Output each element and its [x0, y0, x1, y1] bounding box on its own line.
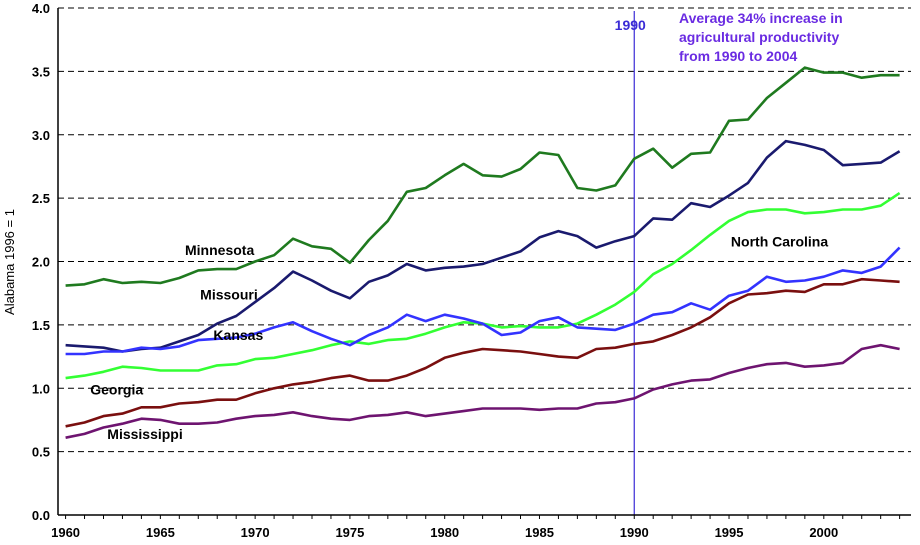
series-line-missouri — [65, 139, 901, 353]
y-tick-label: 1.0 — [32, 381, 50, 396]
y-tick-label: 0.5 — [32, 445, 50, 460]
series-label-minnesota: Minnesota — [185, 242, 254, 258]
y-tick-label: 4.0 — [32, 1, 50, 16]
x-tick-label: 2000 — [809, 525, 838, 540]
series-lines — [65, 66, 901, 439]
y-tick-label: 2.0 — [32, 255, 50, 270]
series-label-mississippi: Mississippi — [107, 426, 182, 442]
x-tick-label: 1980 — [430, 525, 459, 540]
series-line-georgia — [65, 277, 900, 428]
gridlines — [58, 7, 911, 453]
annotation-note-line: Average 34% increase in — [679, 10, 843, 26]
x-tick-label: 1975 — [335, 525, 364, 540]
y-tick-label: 0.0 — [32, 508, 50, 523]
x-tick-label: 1970 — [241, 525, 270, 540]
y-tick-label: 1.5 — [32, 318, 50, 333]
y-tick-labels: 0.0 0.5 1.0 1.5 2.0 2.5 3.0 3.5 4.0 — [32, 1, 50, 523]
annotation-note-line: agricultural productivity — [679, 29, 839, 45]
x-tick-label: 1985 — [525, 525, 554, 540]
series-line-mississippi — [65, 343, 900, 439]
series-labels: Minnesota Missouri North Carolina Kansas Geo… — [90, 233, 828, 442]
x-tick-label: 1965 — [146, 525, 175, 540]
series-label-north-carolina: North Carolina — [731, 233, 828, 249]
year-marker: 1990 — [615, 11, 646, 515]
series-line-kansas — [65, 246, 901, 356]
annotation-note-line: from 1990 to 2004 — [679, 48, 797, 64]
series-label-georgia: Georgia — [90, 382, 143, 398]
x-tick-label: 1960 — [51, 525, 80, 540]
series-label-missouri: Missouri — [200, 287, 258, 303]
y-tick-label: 3.0 — [32, 128, 50, 143]
x-tick-label: 1990 — [620, 525, 649, 540]
marker-label-1990: 1990 — [615, 17, 646, 33]
y-tick-label: 2.5 — [32, 191, 50, 206]
series-label-kansas: Kansas — [213, 327, 263, 343]
annotation-note: Average 34% increase in agricultural prod… — [679, 10, 843, 64]
x-tick-labels: 1960 1965 1970 1975 1980 1985 1990 1995 2000 — [51, 525, 838, 540]
series-line-minnesota — [65, 66, 900, 287]
y-axis-label: Alabama 1996 = 1 — [2, 209, 17, 315]
axes — [57, 8, 911, 519]
x-tick-label: 1995 — [715, 525, 744, 540]
y-tick-label: 3.5 — [32, 64, 50, 79]
